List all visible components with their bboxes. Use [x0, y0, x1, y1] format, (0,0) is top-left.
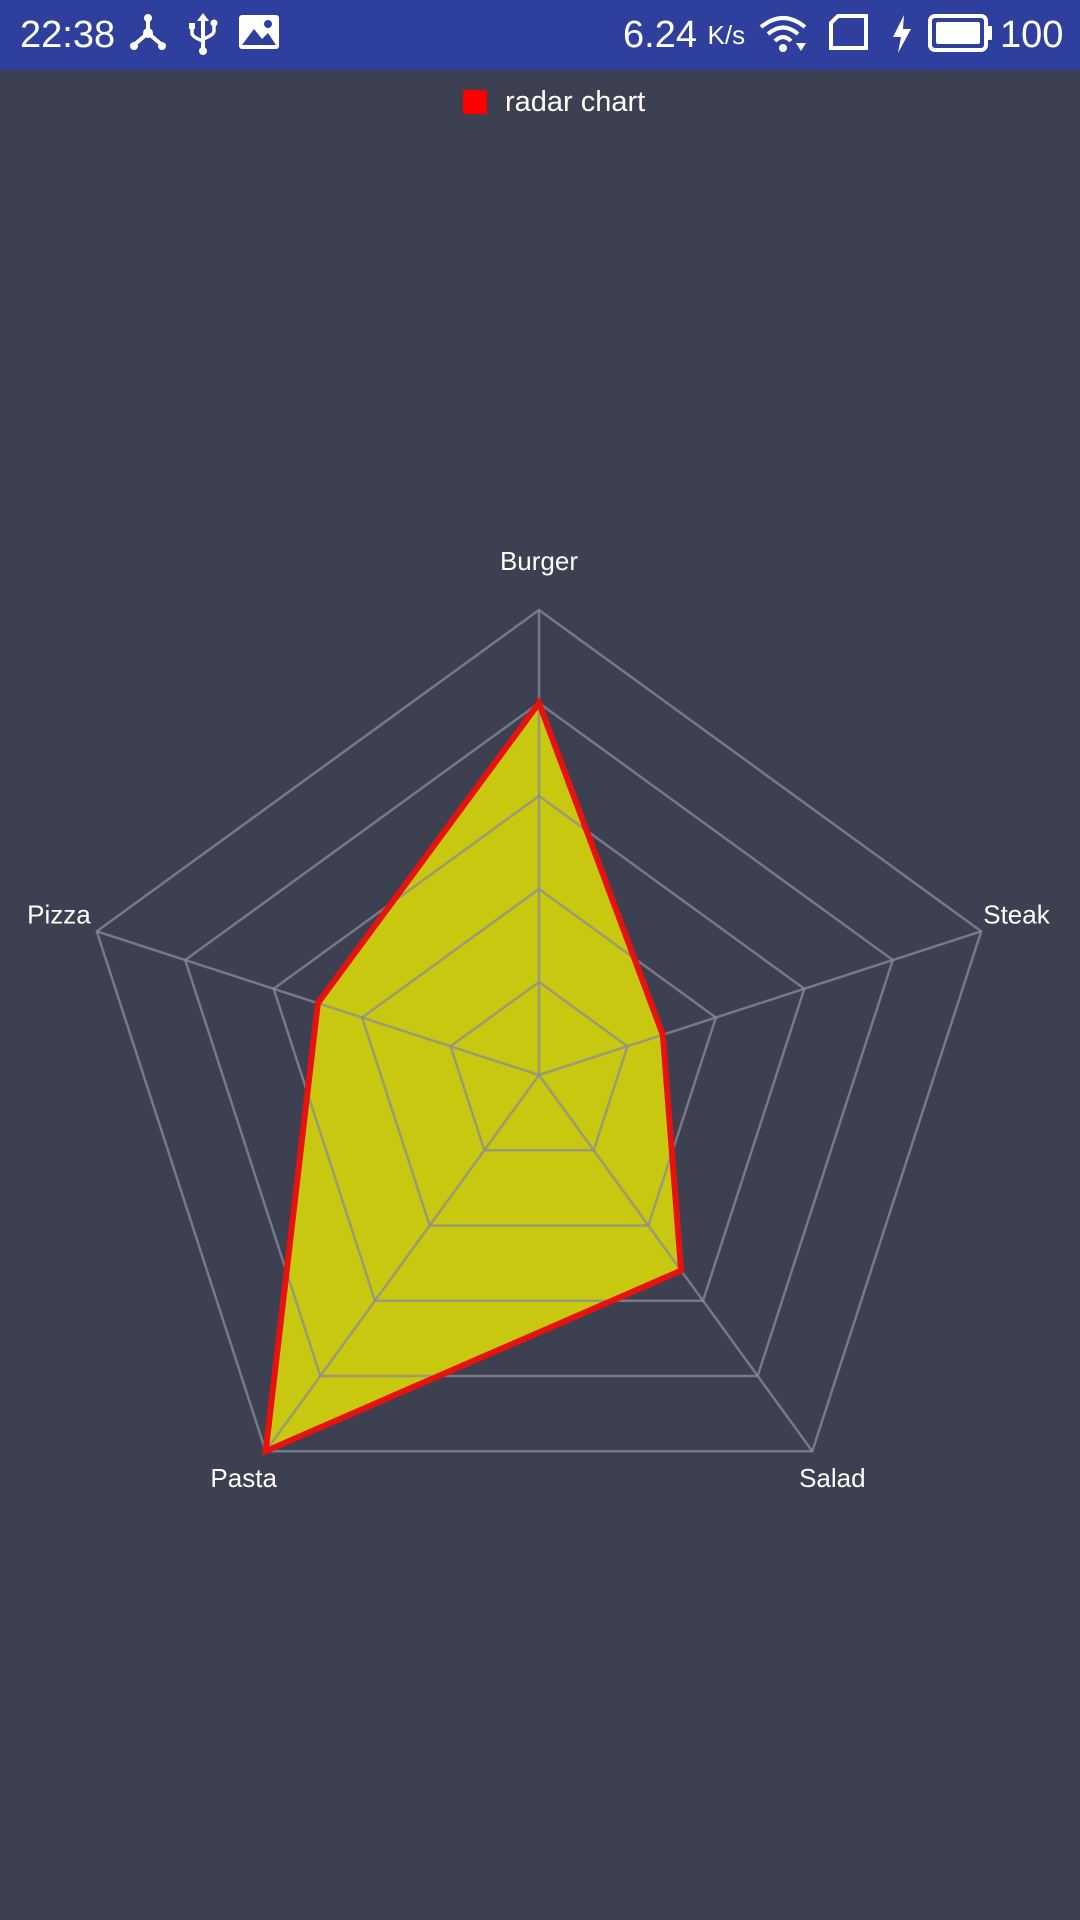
share-hub-icon — [130, 14, 166, 50]
sim-card-icon — [829, 14, 868, 50]
wifi-icon — [759, 16, 807, 52]
status-time: 22:38 — [20, 14, 116, 56]
radar-grid-ring — [449, 980, 629, 1152]
radar-series-fill — [265, 703, 682, 1452]
radar-grid-ring — [272, 794, 806, 1302]
chart-legend: radar chart — [463, 82, 645, 122]
axis-label-salad: Salad — [799, 1463, 866, 1493]
radar-grid-ring — [95, 608, 983, 1453]
radar-spoke — [537, 1074, 814, 1452]
battery-icon — [928, 14, 992, 52]
legend-label: radar chart — [505, 85, 646, 118]
radar-spoke — [264, 1074, 541, 1452]
image-icon — [239, 15, 279, 49]
net-speed-value: 6.24 — [623, 14, 697, 56]
charging-icon — [893, 15, 911, 53]
radar-spoke — [538, 930, 982, 1077]
net-speed: 6.24 K/s — [623, 11, 745, 59]
usb-icon — [189, 13, 218, 55]
radar-series-outline — [262, 696, 685, 1457]
radar-grid-ring — [360, 887, 718, 1227]
battery-level: 100 — [1000, 14, 1064, 56]
legend-swatch — [463, 90, 487, 114]
axis-label-pasta: Pasta — [210, 1463, 277, 1493]
axis-label-steak: Steak — [983, 899, 1050, 929]
axis-label-burger: Burger — [500, 546, 578, 576]
axis-label-pizza: Pizza — [27, 899, 91, 929]
net-speed-unit: K/s — [707, 20, 746, 50]
radar-grid-ring — [183, 701, 895, 1378]
status-bar: 22:38 6.24 K/s — [0, 0, 1080, 70]
